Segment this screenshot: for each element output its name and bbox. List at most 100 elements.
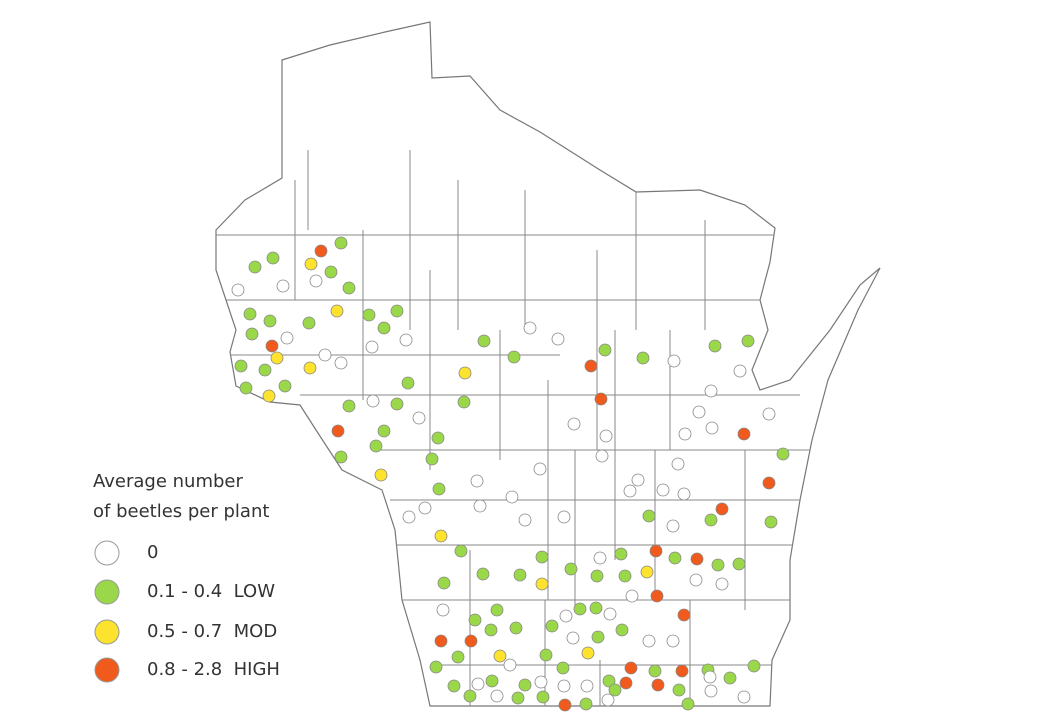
legend-title: of beetles per plant: [93, 501, 269, 522]
sample-dot: [334, 450, 348, 464]
sample-dot: [580, 679, 594, 693]
sample-dot: [692, 405, 706, 419]
sample-dot: [648, 664, 662, 678]
sample-dot: [234, 359, 248, 373]
sample-dot: [551, 332, 565, 346]
sample-dot: [490, 603, 504, 617]
sample-dot: [573, 602, 587, 616]
sample-dot: [451, 650, 465, 664]
sample-dot: [468, 613, 482, 627]
sample-dot: [418, 501, 432, 515]
sample-dot: [399, 333, 413, 347]
sample-dot: [390, 397, 404, 411]
sample-dot: [624, 661, 638, 675]
legend-swatch: [94, 540, 120, 566]
sample-dot: [762, 407, 776, 421]
sample-dot: [470, 474, 484, 488]
sample-dot: [342, 281, 356, 295]
sample-dot: [518, 678, 532, 692]
sample-dot: [711, 558, 725, 572]
sample-dot: [493, 649, 507, 663]
sample-dot: [608, 683, 622, 697]
sample-dot: [511, 691, 525, 705]
sample-dots: [231, 236, 790, 712]
sample-dot: [243, 307, 257, 321]
sample-dot: [434, 529, 448, 543]
sample-dot: [258, 363, 272, 377]
sample-dot: [278, 379, 292, 393]
legend-label: 0: [147, 542, 158, 563]
sample-dot: [737, 690, 751, 704]
sample-dot: [509, 621, 523, 635]
sample-dot: [454, 544, 468, 558]
sample-dot: [505, 490, 519, 504]
sample-dot: [677, 608, 691, 622]
sample-dot: [477, 334, 491, 348]
sample-dot: [314, 244, 328, 258]
sample-dot: [666, 634, 680, 648]
sample-dot: [594, 392, 608, 406]
sample-dot: [675, 664, 689, 678]
sample-dot: [464, 634, 478, 648]
sample-dot: [276, 279, 290, 293]
sample-dot: [471, 677, 485, 691]
sample-dot: [591, 630, 605, 644]
sample-dot: [556, 661, 570, 675]
sample-dot: [741, 334, 755, 348]
sample-dot: [723, 671, 737, 685]
sample-dot: [270, 351, 284, 365]
legend-label: 0.1 - 0.4 LOW: [147, 581, 275, 602]
sample-dot: [584, 359, 598, 373]
sample-dot: [334, 356, 348, 370]
sample-dot: [762, 476, 776, 490]
sample-dot: [678, 427, 692, 441]
sample-dot: [374, 468, 388, 482]
sample-dot: [601, 693, 615, 707]
sample-dot: [642, 509, 656, 523]
sample-dot: [412, 411, 426, 425]
sample-dot: [733, 364, 747, 378]
sample-dot: [431, 431, 445, 445]
sample-dot: [447, 679, 461, 693]
sample-dot: [732, 557, 746, 571]
sample-dot: [545, 619, 559, 633]
sample-dot: [318, 348, 332, 362]
sample-dot: [631, 473, 645, 487]
sample-dot: [618, 569, 632, 583]
sample-dot: [231, 283, 245, 297]
sample-dot: [599, 429, 613, 443]
sample-dot: [704, 513, 718, 527]
legend-label: 0.8 - 2.8 HIGH: [147, 659, 280, 680]
sample-dot: [513, 568, 527, 582]
sample-dot: [473, 499, 487, 513]
sample-dot: [330, 304, 344, 318]
legend-swatch: [94, 619, 120, 645]
sample-dot: [589, 601, 603, 615]
sample-dot: [263, 314, 277, 328]
sample-dot: [776, 447, 790, 461]
sample-dot: [651, 678, 665, 692]
sample-dot: [377, 321, 391, 335]
sample-dot: [266, 251, 280, 265]
sample-dot: [579, 697, 593, 711]
sample-dot: [342, 399, 356, 413]
sample-dot: [705, 421, 719, 435]
sample-dot: [668, 551, 682, 565]
sample-dot: [390, 304, 404, 318]
sample-dot: [642, 634, 656, 648]
sample-dot: [672, 683, 686, 697]
sample-dot: [650, 589, 664, 603]
sample-dot: [677, 487, 691, 501]
sample-dot: [366, 394, 380, 408]
sample-dot: [377, 424, 391, 438]
sample-dot: [458, 366, 472, 380]
sample-dot: [265, 339, 279, 353]
sample-dot: [640, 565, 654, 579]
sample-dot: [490, 689, 504, 703]
sample-dot: [401, 376, 415, 390]
sample-dot: [704, 684, 718, 698]
sample-dot: [362, 308, 376, 322]
legend-swatch: [94, 579, 120, 605]
sample-dot: [434, 634, 448, 648]
sample-dot: [518, 513, 532, 527]
